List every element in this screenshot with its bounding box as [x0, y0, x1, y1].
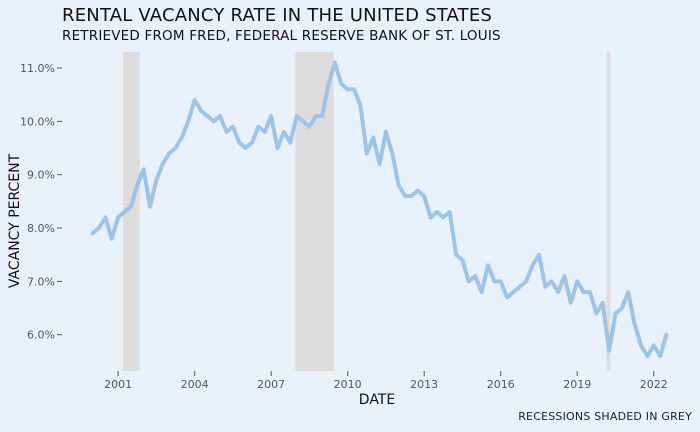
x-tick-label: 2019 [563, 378, 591, 391]
y-tick-label: 11.0% [20, 62, 55, 75]
x-tick-label: 2001 [104, 378, 132, 391]
y-axis-title: VACANCY PERCENT [7, 153, 23, 288]
recession-bands [123, 52, 611, 371]
x-tick-label: 2010 [334, 378, 362, 391]
x-axis-title: DATE [359, 392, 395, 408]
x-tick-label: 2007 [257, 378, 285, 391]
y-tick-label: 10.0% [20, 115, 55, 128]
x-tick-label: 2013 [410, 378, 438, 391]
chart-axes: 2001 2004 2007 2010 2013 2016 2019 2022 6.0% 7.0%… [20, 62, 668, 391]
recession-note: RECESSIONS SHADED IN GREY [518, 410, 692, 423]
y-tick-label: 6.0% [27, 329, 55, 342]
recession-band [295, 52, 334, 371]
y-tick-label: 9.0% [27, 169, 55, 182]
x-tick-label: 2016 [487, 378, 515, 391]
vacancy-rate-line [90, 60, 669, 359]
chart-title: RENTAL VACANCY RATE IN THE UNITED STATES [62, 5, 493, 26]
x-tick-label: 2004 [181, 378, 209, 391]
line-series [90, 60, 669, 359]
recession-band [123, 52, 140, 371]
chart-subtitle: RETRIEVED FROM FRED, FEDERAL RESERVE BAN… [62, 28, 501, 44]
y-tick-label: 7.0% [27, 275, 55, 288]
y-tick-label: 8.0% [27, 222, 55, 235]
x-tick-label: 2022 [640, 378, 668, 391]
recession-band [606, 52, 611, 371]
